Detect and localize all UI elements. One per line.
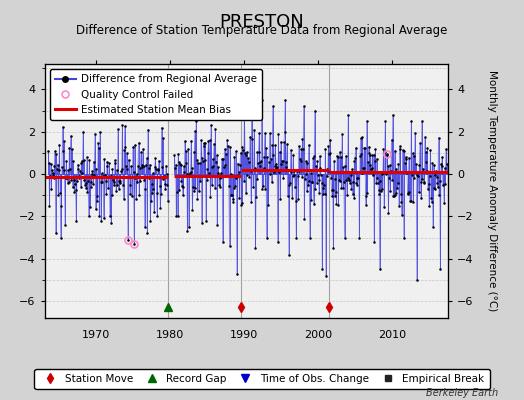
Text: 1970: 1970 xyxy=(82,330,111,340)
Text: Difference of Station Temperature Data from Regional Average: Difference of Station Temperature Data f… xyxy=(77,24,447,37)
Legend: Station Move, Record Gap, Time of Obs. Change, Empirical Break: Station Move, Record Gap, Time of Obs. C… xyxy=(35,369,489,389)
Text: Berkeley Earth: Berkeley Earth xyxy=(425,388,498,398)
Text: 1980: 1980 xyxy=(156,330,184,340)
Y-axis label: Monthly Temperature Anomaly Difference (°C): Monthly Temperature Anomaly Difference (… xyxy=(487,70,497,312)
Legend: Difference from Regional Average, Quality Control Failed, Estimated Station Mean: Difference from Regional Average, Qualit… xyxy=(50,69,262,120)
Text: 1990: 1990 xyxy=(231,330,258,340)
Text: 2000: 2000 xyxy=(304,330,333,340)
Text: PRESTON: PRESTON xyxy=(220,13,304,31)
Text: 2010: 2010 xyxy=(378,330,407,340)
